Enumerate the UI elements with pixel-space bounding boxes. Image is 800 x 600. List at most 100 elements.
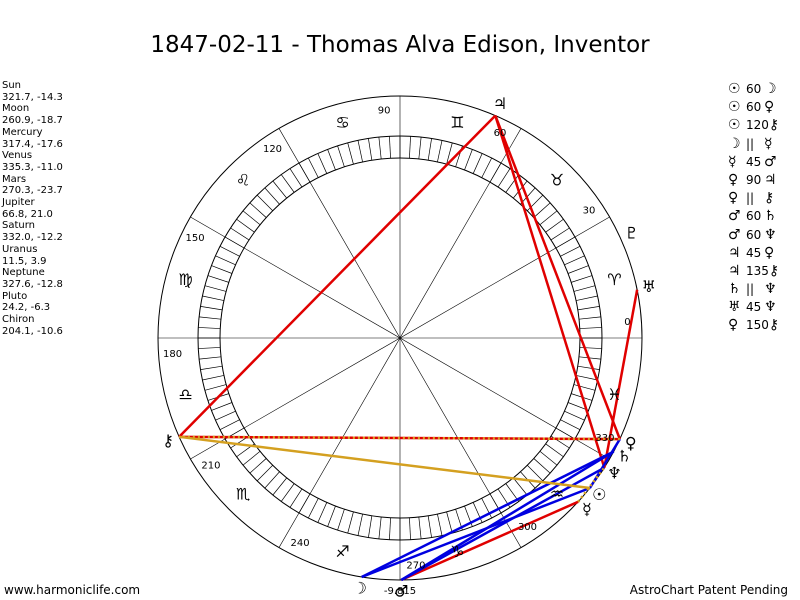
planet-glyph-icon: ☿ — [764, 135, 773, 152]
aspect-angle: 150 — [746, 318, 769, 333]
degree-tick — [204, 384, 227, 391]
degree-tick — [409, 136, 411, 159]
planet-glyph-icon: ♃ — [728, 244, 741, 261]
degree-tick — [437, 513, 443, 536]
degree-tick — [219, 245, 240, 257]
aspect-angle: || — [746, 282, 755, 297]
degree-tick — [533, 202, 551, 218]
aspect-row: ♀ || ⚷ — [728, 189, 787, 207]
planet-glyph-icon: ☽ — [764, 81, 777, 97]
degree-tick — [242, 451, 261, 466]
aspect-angle: 45 — [746, 245, 762, 260]
degree-tick — [347, 142, 354, 165]
zodiac-sign-icon: ♐ — [335, 542, 349, 561]
planet-name: Chiron — [2, 314, 35, 326]
aspect-angle: 45 — [746, 154, 762, 169]
aspect-angle: 60 — [746, 227, 762, 242]
degree-tick — [230, 227, 250, 241]
degree-tick — [437, 140, 443, 163]
degree-label: 60 — [494, 128, 507, 139]
aspect-row: ☿ 45 ♂ — [728, 153, 787, 171]
degree-tick — [219, 419, 240, 431]
zodiac-sign-icon: ♋ — [335, 113, 349, 132]
planet-glyph-icon: ☉ — [728, 117, 741, 134]
degree-tick — [575, 375, 598, 381]
degree-tick — [481, 157, 493, 178]
degree-tick — [573, 384, 596, 391]
planet-position-list: Sun 321.7, -14.3 Moon 260.9, -18.7 Mercury 31… — [2, 80, 63, 337]
degree-tick — [427, 138, 432, 161]
planet-coord: 332.0, -12.2 — [2, 232, 63, 244]
aspect-row: ☉ 60 ☽ — [728, 80, 787, 98]
degree-label: 30 — [583, 206, 596, 217]
degree-tick — [202, 375, 225, 381]
degree-tick — [578, 316, 601, 320]
planet-name: Sun — [2, 80, 22, 91]
aspect-line — [400, 500, 579, 582]
aspect-line — [361, 486, 591, 579]
degree-tick — [264, 471, 280, 489]
degree-tick — [357, 513, 363, 536]
planet-glyph-icon: ☽ — [728, 135, 741, 152]
degree-tick — [317, 153, 328, 174]
planet-glyph-icon: ♆ — [607, 464, 621, 483]
planet-glyph-icon: ⚷ — [768, 262, 780, 279]
degree-tick — [418, 137, 422, 160]
degree-tick — [211, 402, 233, 411]
degree-tick — [497, 168, 511, 188]
zodiac-sign-icon: ♒ — [550, 484, 564, 503]
aspect-angle: 135 — [746, 263, 769, 278]
degree-label: 300 — [518, 522, 537, 533]
aspect-angle: 60 — [746, 82, 762, 96]
planet-glyph-icon: ♂ — [728, 208, 741, 225]
planet-name: Pluto — [2, 290, 28, 302]
degree-tick — [378, 137, 382, 160]
zodiac-sign-icon: ♌ — [236, 171, 250, 190]
degree-tick — [575, 295, 598, 301]
aspect-angle: 120 — [746, 118, 769, 133]
planet-glyph-icon: ♀ — [728, 171, 739, 188]
degree-tick — [207, 275, 229, 283]
planet-coord: 270.3, -23.7 — [2, 185, 63, 197]
degree-label: 0 — [624, 317, 630, 328]
degree-tick — [200, 306, 223, 311]
degree-tick — [577, 365, 600, 370]
planet-coord: 327.6, -12.8 — [2, 278, 63, 290]
planet-glyph-icon: ♀ — [728, 317, 739, 334]
degree-tick — [571, 275, 593, 283]
degree-tick — [264, 187, 280, 205]
degree-tick — [555, 236, 576, 249]
degree-tick — [560, 245, 581, 257]
aspect-row: ♀ 150⚷ — [728, 316, 787, 334]
degree-tick — [289, 168, 303, 188]
degree-tick — [427, 515, 432, 538]
aspect-row: ☉ 120⚷ — [728, 116, 787, 134]
degree-tick — [272, 180, 287, 199]
degree-label: 90 — [378, 106, 391, 117]
degree-tick — [317, 502, 328, 523]
degree-label: 210 — [201, 460, 220, 471]
degree-tick — [337, 145, 345, 167]
planet-glyph-icon: ☽ — [353, 578, 367, 597]
degree-tick — [464, 149, 473, 171]
degree-tick — [327, 505, 336, 527]
aspect-list: ☉ 60 ☽ ☉ 60 ♀ ☉ 120⚷ ☽ || ☿ ☿ 45 ♂ ♀ 90 ♃ ♀ || ⚷ ♂ 60 ♄ ♂ 60 ♆ ♃ 45… — [728, 80, 787, 335]
aspect-lines — [178, 114, 639, 582]
degree-tick — [272, 477, 287, 496]
planet-name: Uranus — [2, 243, 38, 255]
degree-tick — [327, 149, 336, 171]
aspect-angle: || — [746, 136, 755, 151]
degree-tick — [204, 285, 227, 292]
house-cusp-label: -9.815 — [384, 586, 416, 597]
planet-glyph-icon: ♄ — [764, 208, 777, 225]
aspect-line — [494, 115, 622, 440]
planet-glyph-icon: ⚷ — [768, 317, 780, 334]
degree-tick — [545, 218, 564, 233]
aspect-angle: 90 — [746, 172, 762, 187]
website-link[interactable]: www.harmoniclife.com — [4, 583, 141, 597]
degree-tick — [307, 157, 319, 178]
degree-tick — [533, 458, 551, 474]
degree-tick — [446, 511, 453, 534]
degree-tick — [567, 265, 589, 274]
